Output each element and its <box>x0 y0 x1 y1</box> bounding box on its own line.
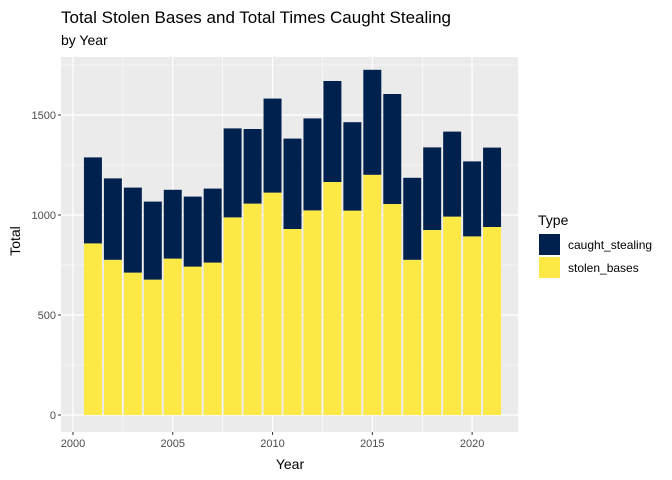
legend-label-caught-stealing: caught_stealing <box>568 238 652 252</box>
bar-stolen-bases-2013 <box>323 182 342 415</box>
legend-key-caught-stealing <box>539 234 560 255</box>
bar-caught-stealing-2018 <box>423 147 442 230</box>
bar-caught-stealing-2001 <box>83 157 102 244</box>
bar-caught-stealing-2002 <box>103 178 122 260</box>
bar-stolen-bases-2021 <box>483 227 502 415</box>
bar-caught-stealing-2013 <box>323 81 342 182</box>
legend: Type caught_stealing stolen_bases <box>538 212 652 278</box>
x-tick-label: 2005 <box>161 438 185 450</box>
bar-stolen-bases-2017 <box>403 259 422 415</box>
bar-caught-stealing-2012 <box>303 118 322 211</box>
bar-caught-stealing-2016 <box>383 94 402 204</box>
bar-caught-stealing-2020 <box>463 161 482 237</box>
bar-caught-stealing-2007 <box>203 188 222 263</box>
bar-caught-stealing-2005 <box>163 189 182 259</box>
bar-caught-stealing-2014 <box>343 122 362 211</box>
bar-stolen-bases-2014 <box>343 210 362 415</box>
bar-stolen-bases-2012 <box>303 210 322 415</box>
bar-caught-stealing-2017 <box>403 177 422 260</box>
y-tick-label: 1000 <box>32 210 56 222</box>
bar-stolen-bases-2018 <box>423 230 442 415</box>
bar-caught-stealing-2021 <box>483 147 502 227</box>
bar-stolen-bases-2020 <box>463 236 482 415</box>
bar-caught-stealing-2015 <box>363 69 382 175</box>
bar-stolen-bases-2008 <box>223 217 242 415</box>
y-axis: 0 500 1000 1500 <box>32 110 61 422</box>
bar-stolen-bases-2019 <box>443 216 462 415</box>
bar-caught-stealing-2008 <box>223 128 242 218</box>
bar-stolen-bases-2007 <box>203 262 222 415</box>
y-tick-label: 500 <box>38 310 56 322</box>
x-tick-label: 2015 <box>360 438 384 450</box>
bar-caught-stealing-2009 <box>243 129 262 204</box>
bar-stolen-bases-2003 <box>123 272 142 415</box>
x-axis-title: Year <box>276 456 305 472</box>
x-axis: 2000 2005 2010 2015 2020 <box>61 432 484 450</box>
bar-stolen-bases-2015 <box>363 174 382 415</box>
bar-caught-stealing-2011 <box>283 138 302 229</box>
bar-caught-stealing-2010 <box>263 98 282 193</box>
bars <box>83 69 502 415</box>
bar-stolen-bases-2005 <box>163 258 182 415</box>
bar-caught-stealing-2004 <box>143 201 162 280</box>
bar-stolen-bases-2009 <box>243 203 262 415</box>
bar-stolen-bases-2010 <box>263 192 282 415</box>
bar-caught-stealing-2019 <box>443 131 462 217</box>
x-tick-label: 2020 <box>460 438 484 450</box>
legend-label-stolen-bases: stolen_bases <box>568 261 639 275</box>
bar-caught-stealing-2003 <box>123 187 142 273</box>
bar-stolen-bases-2016 <box>383 204 402 415</box>
x-tick-label: 2010 <box>260 438 284 450</box>
bar-stolen-bases-2001 <box>83 243 102 415</box>
chart-title: Total Stolen Bases and Total Times Caugh… <box>61 8 451 27</box>
bar-stolen-bases-2006 <box>183 266 202 415</box>
legend-key-stolen-bases <box>539 257 560 278</box>
bar-stolen-bases-2004 <box>143 279 162 415</box>
chart-subtitle: by Year <box>61 32 108 48</box>
x-tick-label: 2000 <box>61 438 85 450</box>
bar-stolen-bases-2011 <box>283 229 302 415</box>
legend-title: Type <box>538 212 569 228</box>
bar-caught-stealing-2006 <box>183 196 202 267</box>
bar-stolen-bases-2002 <box>103 259 122 415</box>
y-axis-title: Total <box>7 226 23 256</box>
y-tick-label: 1500 <box>32 110 56 122</box>
y-tick-label: 0 <box>50 410 56 422</box>
